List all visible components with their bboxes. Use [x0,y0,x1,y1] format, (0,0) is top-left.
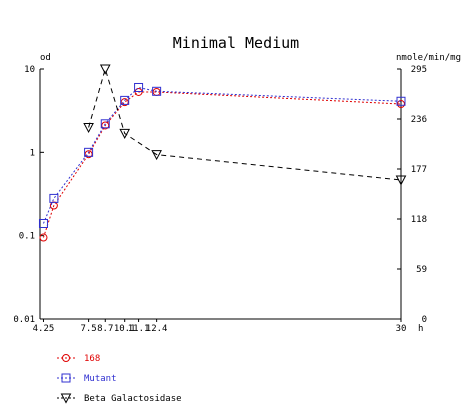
series-line-1 [43,86,402,224]
legend-marker [62,354,70,362]
legend-label: Mutant [84,374,117,384]
data-point-1 [120,95,130,105]
y-left-tick-label: 10 [24,65,35,75]
x-tick-label: 7.5 [80,324,96,334]
x-tick-label: 11.1 [128,324,150,334]
x-tick-label: 10.1 [114,324,136,334]
legend-marker [60,393,72,404]
data-point-1 [396,96,406,106]
y-left-axis-label: od [40,53,51,63]
y-left-tick-label: 0.01 [13,315,35,325]
legend-label: Beta Galactosidase [84,394,182,404]
y-right-tick-label: 177 [411,165,427,175]
legend-label: 168 [84,354,100,364]
data-point-2 [119,128,131,139]
series-line-2 [88,67,402,181]
series-layer [38,64,407,242]
chart-title: Minimal Medium [173,34,299,52]
y-right-tick-label: 236 [411,115,427,125]
y-right-tick-label: 295 [411,65,427,75]
y-right-tick-label: 118 [411,215,427,225]
data-point-1 [100,119,110,129]
y-right-tick-label: 0 [422,315,427,325]
x-tick-label: 30 [396,324,407,334]
series-line-0 [42,91,402,238]
data-point-2 [151,150,162,161]
data-point-2 [99,64,111,75]
data-point-1 [84,147,94,157]
data-point-1 [152,86,162,96]
legend: 168 Mutant Beta Galactosidase [57,354,182,404]
data-point-1 [134,82,144,92]
data-point-1 [49,193,59,203]
x-tick-label: 4.25 [33,324,55,334]
y-right-tick-label: 59 [416,265,427,275]
x-tick-label: 12.4 [146,324,168,334]
y-left-tick-label: 1 [30,148,35,158]
x-axis-label: h [418,324,423,334]
y-left-tick-label: 0.1 [19,232,35,242]
data-point-2 [395,175,407,186]
legend-marker [61,373,71,383]
data-point-1 [38,218,48,228]
x-tick-label: 8.7 [97,324,113,334]
y-right-axis-label: nmole/min/mg [396,53,461,63]
data-point-0 [39,233,48,242]
data-point-2 [83,122,94,134]
